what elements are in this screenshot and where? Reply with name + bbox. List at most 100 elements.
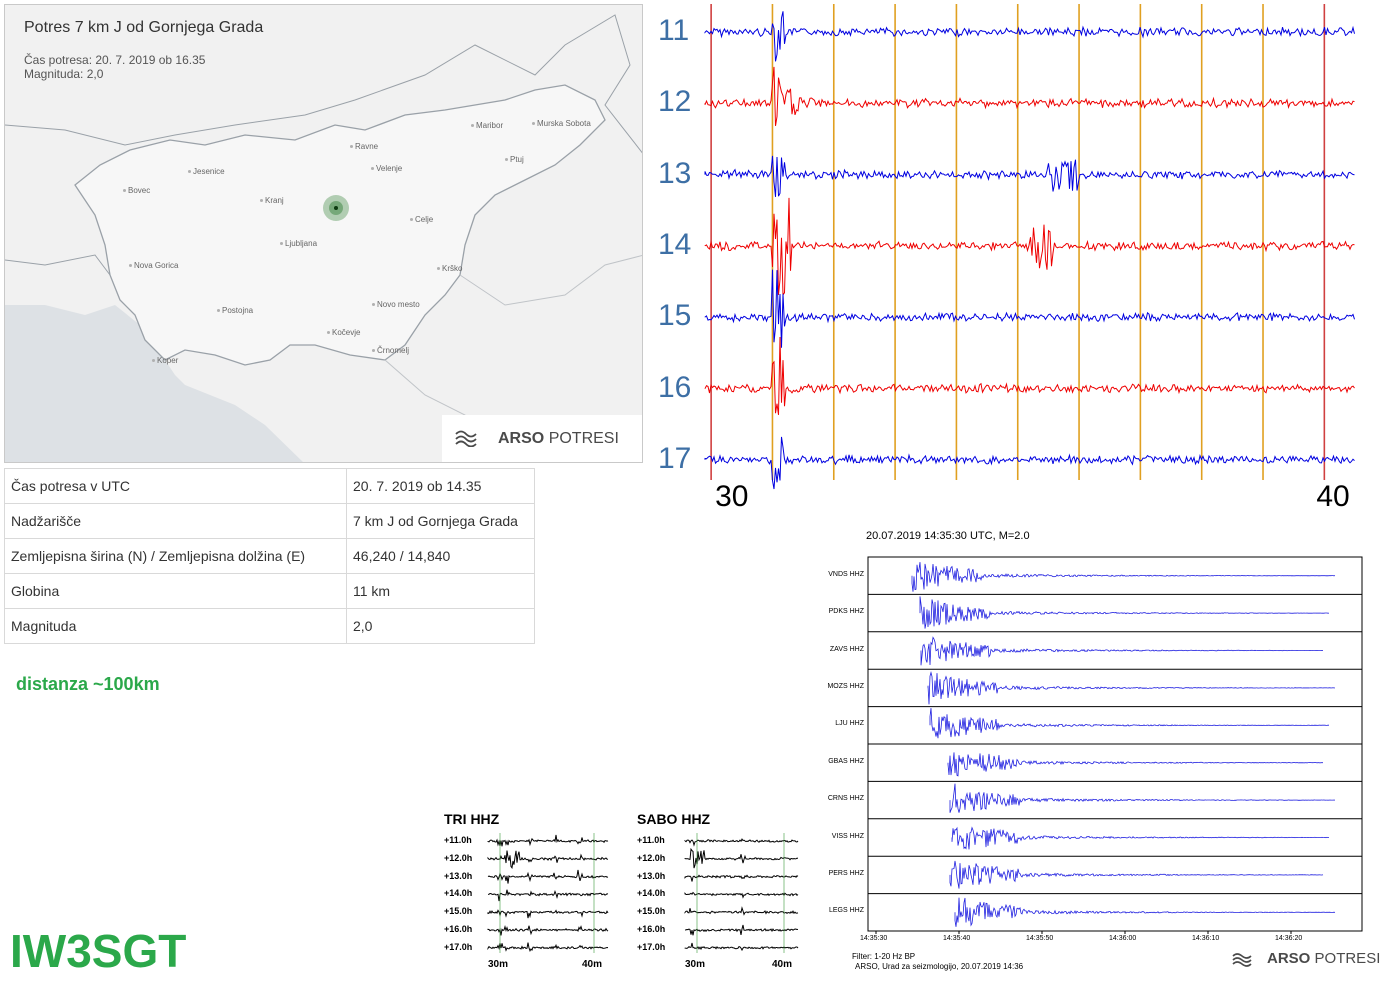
x-tick-label: 40 bbox=[1316, 480, 1350, 513]
panel-row-label: +14.0h bbox=[444, 888, 473, 899]
station-trace bbox=[947, 752, 1323, 777]
arso-logo-icon bbox=[1232, 953, 1252, 967]
trace-row-14 bbox=[704, 197, 1355, 297]
city-label: Celje bbox=[410, 215, 433, 224]
station-label: MOZS HHZ bbox=[827, 682, 864, 690]
arso-logo-icon bbox=[455, 430, 477, 447]
city-label: Ljubljana bbox=[280, 239, 317, 248]
sabo-title: SABO HHZ bbox=[637, 811, 711, 827]
panel-trace bbox=[684, 874, 799, 882]
table-value: 11 km bbox=[346, 573, 535, 609]
filter-note: Filter: 1-20 Hz BP bbox=[852, 952, 916, 961]
station-trace bbox=[929, 708, 1329, 739]
sea-area bbox=[5, 305, 303, 462]
row-label: 14 bbox=[658, 227, 692, 261]
map-magnitude: Magnituda: 2,0 bbox=[24, 67, 104, 81]
table-key: Globina bbox=[4, 573, 347, 609]
map-title: Potres 7 km J od Gornjega Grada bbox=[24, 19, 264, 36]
x-tick-label: 14:35:30 bbox=[860, 935, 888, 942]
city-label: Ravne bbox=[350, 142, 378, 151]
panel-row-label: +17.0h bbox=[444, 941, 473, 952]
city-label: Koper bbox=[152, 356, 178, 365]
callsign: IW3SGT bbox=[10, 925, 187, 977]
epicenter-dot bbox=[334, 206, 338, 210]
panel-x-tick: 40m bbox=[772, 959, 793, 970]
row-label: 16 bbox=[658, 370, 692, 404]
panel-trace bbox=[684, 891, 799, 899]
station-label: GBAS HHZ bbox=[828, 757, 864, 765]
city-label: Bovec bbox=[123, 186, 150, 195]
table-key: Magnituda bbox=[4, 608, 347, 644]
station-trace bbox=[911, 562, 1336, 592]
city-label: Velenje bbox=[371, 164, 402, 173]
x-tick-label: 14:35:40 bbox=[943, 935, 971, 942]
station-trace bbox=[949, 783, 1336, 813]
panel-trace bbox=[684, 924, 799, 936]
region-border bbox=[459, 254, 642, 306]
distance-note: distanza ~100km bbox=[16, 674, 160, 694]
city-label: Jesenice bbox=[188, 167, 225, 176]
panel-row-label: +12.0h bbox=[444, 852, 473, 863]
city-label: Črnomelj bbox=[372, 346, 409, 355]
station-label: VNDS HHZ bbox=[828, 570, 864, 578]
trace-row-13 bbox=[704, 155, 1355, 197]
region-border bbox=[5, 14, 642, 154]
panel-trace bbox=[487, 834, 609, 847]
city-label: Nova Gorica bbox=[129, 261, 178, 270]
table-row: Globina 11 km bbox=[4, 573, 535, 609]
station-trace bbox=[949, 860, 1324, 889]
x-tick-label: 14:36:10 bbox=[1192, 935, 1220, 942]
trace-row-12 bbox=[704, 66, 1355, 126]
station-label: CRNS HHZ bbox=[827, 795, 864, 803]
panel-x-tick: 30m bbox=[685, 959, 706, 970]
city-label: Kočevje bbox=[327, 328, 360, 337]
panel-trace bbox=[487, 889, 609, 902]
panel-row-label: +16.0h bbox=[637, 924, 666, 934]
table-value: 2,0 bbox=[346, 608, 535, 644]
panel-row-label: +13.0h bbox=[444, 870, 473, 881]
trace-row-16 bbox=[704, 336, 1355, 415]
helicorder-svg bbox=[704, 4, 1355, 490]
trace-row-17 bbox=[704, 436, 1355, 490]
region-border bbox=[5, 254, 111, 276]
x-tick-label: 14:36:20 bbox=[1275, 935, 1303, 942]
panel-row-label: +11.0h bbox=[637, 835, 665, 845]
city-label: Postojna bbox=[217, 306, 253, 315]
panel-trace bbox=[487, 909, 609, 919]
row-label: 12 bbox=[658, 85, 692, 119]
brand-name: ARSO POTRESI bbox=[498, 430, 619, 447]
x-tick-label: 14:36:00 bbox=[1109, 935, 1137, 942]
station-trace bbox=[919, 596, 1330, 629]
station-label: PDKS HHZ bbox=[828, 608, 864, 616]
table-value: 46,240 / 14,840 bbox=[346, 538, 535, 574]
panel-row-label: +12.0h bbox=[637, 852, 666, 863]
panel-x-tick: 40m bbox=[582, 959, 603, 970]
brand-name: ARSO POTRESI bbox=[1267, 950, 1381, 967]
table-value: 20. 7. 2019 ob 14.35 bbox=[346, 468, 535, 504]
trace-row-15 bbox=[704, 269, 1355, 348]
station-label: ZAVS HHZ bbox=[829, 645, 864, 653]
station-label: LJU HHZ bbox=[835, 720, 864, 728]
multi-station-title: 20.07.2019 14:35:30 UTC, M=2.0 bbox=[866, 530, 1030, 542]
panel-trace bbox=[487, 850, 609, 870]
station-trace bbox=[920, 636, 1324, 666]
table-key: Nadžarišče bbox=[4, 503, 347, 539]
table-key: Zemljepisna širina (N) / Zemljepisna dol… bbox=[4, 538, 347, 574]
station-label: PERS HHZ bbox=[828, 869, 864, 877]
table-row: Magnituda 2,0 bbox=[4, 608, 535, 644]
tri-title: TRI HHZ bbox=[444, 811, 500, 827]
panel-trace bbox=[487, 925, 609, 936]
row-label: 15 bbox=[658, 299, 692, 333]
earthquake-map: Potres 7 km J od Gornjega Grada Čas potr… bbox=[4, 4, 643, 463]
station-trace bbox=[954, 897, 1336, 927]
trace-row-11 bbox=[704, 11, 1355, 62]
panel-row-label: +13.0h bbox=[637, 870, 666, 881]
station-label: VISS HHZ bbox=[831, 832, 864, 840]
earthquake-info-table: Čas potresa v UTC 20. 7. 2019 ob 14.35 Na… bbox=[4, 468, 535, 644]
table-row: Zemljepisna širina (N) / Zemljepisna dol… bbox=[4, 538, 535, 574]
station-label: LEGS HHZ bbox=[828, 907, 864, 915]
city-label: Ptuj bbox=[505, 155, 524, 164]
helicorder-chart: 11 12 13 14 15 16 17 30 40 bbox=[650, 0, 1360, 520]
panel-row-label: +16.0h bbox=[444, 924, 473, 934]
